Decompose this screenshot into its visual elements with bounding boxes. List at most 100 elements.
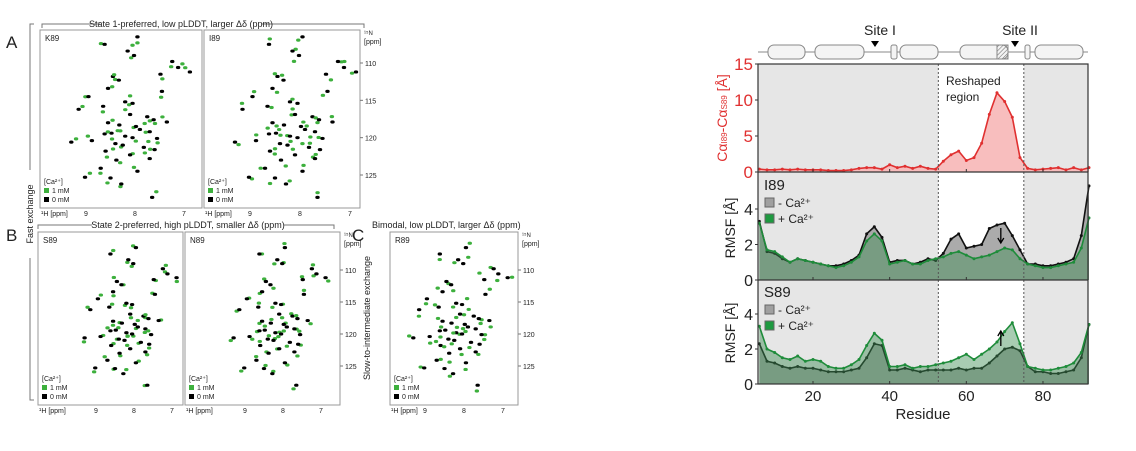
peak-1mM [291, 59, 297, 64]
peak-0mM [273, 331, 278, 335]
peak-0mM [105, 358, 110, 362]
s89-plus-ca-point [1018, 342, 1022, 346]
peak-0mM [457, 347, 463, 351]
peak-1mM [146, 346, 152, 350]
peak-0mM [296, 342, 301, 346]
peak-1mM [290, 97, 295, 101]
peak-1mM [257, 339, 262, 344]
ca-difference-point [934, 167, 938, 171]
peak-1mM [146, 139, 151, 144]
s89-plus-ca-point [1033, 366, 1037, 370]
peak-0mM [116, 78, 122, 82]
i89-y-axis-label: RMSF [Å] [722, 198, 738, 259]
peak-0mM [256, 305, 261, 309]
peak-0mM [438, 343, 443, 348]
peak-1mM [100, 110, 106, 114]
legend-title: [Ca²⁺] [189, 376, 208, 383]
peak-0mM [452, 338, 457, 342]
peak-0mM [449, 321, 454, 325]
x-tick-label: 7 [348, 211, 352, 218]
peak-0mM [446, 337, 451, 341]
peak-1mM [482, 337, 487, 342]
ca-difference-point [995, 91, 999, 95]
peak-1mM [283, 164, 288, 168]
peak-0mM [151, 278, 156, 282]
peak-1mM [272, 262, 277, 266]
ca-difference-point [957, 149, 961, 153]
peak-1mM [315, 121, 320, 125]
peak-1mM [281, 329, 286, 333]
peak-1mM [311, 274, 316, 278]
i89-plus-ca-point [987, 253, 991, 257]
peak-1mM [125, 260, 130, 264]
peak-0mM [259, 319, 265, 323]
peak-1mM [251, 90, 257, 94]
peak-0mM [295, 136, 300, 140]
peak-1mM [109, 302, 115, 306]
peak-1mM [98, 293, 104, 297]
peak-1mM [459, 352, 464, 357]
peak-0mM [147, 342, 152, 346]
peak-1mM [342, 59, 347, 64]
peak-1mM [73, 137, 79, 141]
peak-1mM [454, 325, 460, 329]
nmr-spectra: K89 [Ca²⁺] 1 mM 0 mM ¹H [ppm] 9 8 7 I89 [Ca²⁺] 1 m… [37, 29, 540, 415]
peak-0mM [316, 118, 322, 122]
s89-plus-ca-point [918, 365, 922, 368]
legend-swatch-0mM [44, 197, 49, 202]
peak-1mM [123, 108, 128, 112]
s89-plus-ca-point [911, 366, 915, 370]
peak-1mM [282, 241, 287, 246]
spectrum-n89: N89 [Ca²⁺] 1 mM 0 mM ¹H [ppm] 9 8 7 ¹⁵N [ppm] 110 1… [184, 231, 362, 415]
s89-minus-ca-point [765, 359, 769, 363]
peak-0mM [108, 252, 113, 256]
panel-background [758, 64, 1088, 172]
x-tick-label: 8 [133, 211, 137, 218]
ca-difference-point [895, 166, 899, 170]
peak-1mM [269, 105, 274, 110]
peak-1mM [285, 363, 290, 367]
peak-0mM [482, 278, 487, 282]
peak-1mM [450, 305, 456, 309]
legend-swatch-0mM [208, 197, 213, 202]
peak-1mM [124, 343, 130, 348]
peak-1mM [239, 101, 245, 105]
i89-minus-ca-area [759, 185, 1089, 280]
peak-1mM [438, 335, 443, 339]
peak-1mM [118, 354, 123, 358]
peak-1mM [488, 325, 493, 329]
peak-1mM [180, 62, 185, 66]
x-tick-label: 20 [805, 388, 822, 405]
s89-minus-ca-point [934, 368, 938, 372]
peak-0mM [282, 246, 288, 250]
i89-plus-ca-point [926, 258, 930, 262]
peak-1mM [110, 118, 115, 122]
s89-plus-ca-point [1079, 351, 1083, 354]
x-tick-label: 8 [462, 408, 466, 415]
peak-1mM [254, 133, 259, 137]
ca-difference-point [819, 168, 823, 172]
i89-plus-ca-point [796, 257, 800, 261]
legend-swatch-1mM [44, 188, 49, 193]
peak-0mM [128, 312, 133, 316]
ca-difference-point [880, 167, 884, 171]
peak-0mM [290, 49, 295, 53]
y-tick-label: 120 [523, 332, 535, 339]
spectrum-r89: R89 [Ca²⁺] 1 mM 0 mM ¹H [ppm] 9 8 7 ¹⁵N [ppm] 110 1… [389, 231, 540, 415]
i89-plus-ca-point [1064, 262, 1068, 266]
i89-plus-ca-point [1079, 246, 1083, 250]
peak-0mM [463, 361, 469, 365]
peak-1mM [288, 139, 293, 143]
peak-1mM [116, 326, 121, 330]
i89-plus-ca-point [1072, 260, 1076, 264]
peak-0mM [131, 53, 137, 58]
legend-1mM: 1 mM [52, 188, 70, 195]
peak-1mM [250, 337, 255, 341]
peak-0mM [440, 290, 445, 294]
spectrum-frame [184, 231, 341, 406]
group-title-b: State 2-preferred, high pLDDT, smaller Δ… [91, 220, 285, 230]
helix-domain [767, 44, 806, 60]
peak-1mM [98, 171, 103, 175]
